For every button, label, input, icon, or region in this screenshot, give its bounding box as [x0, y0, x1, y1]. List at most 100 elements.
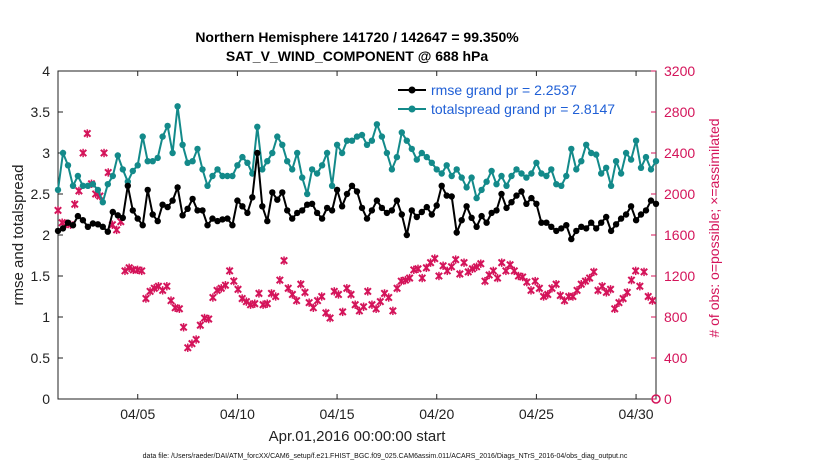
totalspread-point [184, 159, 191, 166]
totalspread-point [284, 158, 291, 165]
totalspread-point [468, 174, 475, 181]
totalspread-point [59, 149, 67, 157]
chart-title: Northern Hemisphere 141720 / 142647 = 99… [195, 29, 519, 45]
totalspread-point [558, 182, 565, 189]
obs-assimilated-point [451, 255, 460, 264]
obs-assimilated-point [167, 296, 175, 305]
rmse-point [513, 192, 520, 199]
rmse-point [184, 205, 191, 212]
y-tick-label: 3.5 [31, 104, 51, 120]
rmse-point [483, 219, 490, 226]
rmse-point [179, 212, 186, 219]
rmse-point [453, 229, 460, 236]
rmse-point [194, 207, 201, 214]
obs-assimilated-point [347, 290, 355, 299]
rmse-point [254, 149, 261, 157]
rmse-point [209, 215, 216, 222]
rmse-point [239, 203, 246, 210]
rmse-point [318, 215, 326, 222]
rmse-point [64, 219, 72, 226]
obs-assimilated-point [598, 282, 607, 291]
rmse-point [129, 207, 136, 214]
totalspread-point [328, 182, 336, 189]
rmse-point [264, 217, 271, 225]
obs-assimilated-point [296, 280, 305, 289]
rmse-point [558, 225, 565, 232]
totalspread-point [299, 174, 306, 181]
rmse-point [234, 197, 241, 204]
obs-assimilated-point [284, 284, 293, 293]
totalspread-point [259, 166, 266, 173]
rmse-point [418, 208, 425, 216]
rmse-point [373, 197, 381, 204]
rmse-point [89, 220, 97, 227]
obs-assimilated-point [623, 288, 632, 297]
rmse-point [304, 201, 311, 208]
obs-assimilated-point [568, 292, 577, 301]
series-layer [54, 103, 661, 404]
totalspread-point [244, 159, 251, 166]
rmse-point [328, 207, 336, 214]
totalspread-point [229, 172, 236, 180]
rmse-point [563, 222, 570, 229]
obs-assimilated-point [414, 264, 422, 274]
totalspread-point [224, 172, 231, 180]
totalspread-point [69, 182, 77, 189]
obs-assimilated-point [292, 296, 301, 305]
rmse-point [433, 202, 440, 209]
rmse-point [637, 211, 645, 218]
rmse-point [583, 225, 590, 232]
totalspread-point [647, 166, 655, 173]
totalspread-point [568, 145, 575, 153]
totalspread-point [254, 123, 261, 130]
rmse-point [368, 207, 376, 214]
obs-assimilated-point [208, 293, 217, 302]
rmse-point [593, 225, 600, 232]
obs-assimilated-point [640, 267, 648, 277]
x-tick-label: 04/20 [419, 406, 454, 422]
obs-assimilated-point [388, 306, 397, 316]
totalspread-point [578, 158, 585, 165]
obs-assimilated-point [204, 314, 213, 324]
y-axis-right-label: # of obs: o=possible; ×=assimilated [706, 118, 722, 337]
totalspread-point [54, 186, 62, 194]
totalspread-point [264, 158, 271, 165]
totalspread-point [508, 172, 515, 180]
totalspread-point [388, 166, 396, 173]
rmse-point [493, 207, 500, 214]
totalspread-point [169, 149, 176, 157]
y-tick-label: 4 [42, 63, 50, 79]
rmse-point [338, 203, 346, 210]
rmse-point [259, 203, 266, 210]
totalspread-point [164, 122, 171, 130]
totalspread-point [398, 129, 405, 136]
obs-assimilated-point [468, 264, 477, 274]
rmse-point [164, 203, 171, 211]
rmse-point [642, 207, 650, 214]
obs-assimilated-point [338, 307, 347, 317]
rmse-point [169, 197, 176, 204]
obs-assimilated-point [196, 321, 205, 330]
obs-assimilated-point [301, 288, 309, 297]
rmse-point [363, 215, 371, 222]
rmse-point [543, 219, 550, 226]
totalspread-point [353, 133, 361, 140]
rmse-point [104, 228, 112, 235]
totalspread-point [174, 103, 181, 110]
totalspread-point [528, 170, 535, 177]
totalspread-point [269, 149, 276, 157]
rmse-point [548, 223, 555, 230]
obs-assimilated-point [497, 258, 506, 267]
obs-assimilated-point [359, 302, 368, 311]
obs-assimilated-point [610, 304, 619, 313]
totalspread-point [612, 158, 620, 165]
totalspread-point [423, 153, 430, 161]
y-tick-label: 0 [42, 391, 50, 407]
obs-assimilated-point [648, 296, 657, 305]
obs-assimilated-point [606, 285, 615, 294]
totalspread-point [313, 170, 321, 177]
obs-assimilated-point [493, 273, 502, 283]
obs-assimilated-point [288, 290, 297, 299]
totalspread-point [652, 158, 660, 165]
